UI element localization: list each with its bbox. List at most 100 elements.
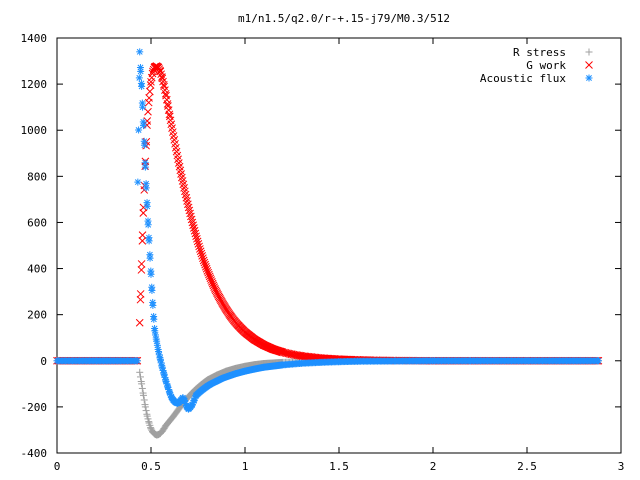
series-layer — [53, 48, 603, 439]
data-point — [143, 202, 151, 210]
series-0 — [53, 357, 602, 439]
data-point — [146, 254, 154, 262]
data-point — [140, 141, 148, 149]
data-point — [165, 110, 174, 119]
data-point — [156, 67, 165, 76]
legend-label: Acoustic flux — [480, 72, 566, 85]
data-point — [140, 396, 148, 404]
data-point — [137, 67, 145, 75]
legend-label: G work — [526, 59, 566, 72]
y-tick-label: 200 — [27, 309, 47, 322]
data-point — [198, 252, 206, 260]
data-point — [142, 407, 150, 415]
data-point — [161, 89, 170, 98]
chart-title: m1/n1.5/q2.0/r-+.15-j79/M0.3/512 — [238, 12, 450, 25]
legend-marker — [585, 61, 593, 69]
data-point — [138, 231, 147, 239]
data-point — [594, 357, 602, 365]
data-point — [144, 107, 152, 116]
data-point — [200, 258, 209, 267]
data-point — [197, 249, 206, 258]
y-tick-label: -400 — [21, 447, 48, 460]
data-point — [139, 122, 147, 130]
data-point — [137, 266, 146, 274]
data-point — [139, 391, 147, 399]
data-point — [144, 221, 152, 229]
data-point — [136, 48, 144, 56]
x-tick-label: 0 — [54, 460, 61, 473]
legend-marker — [585, 48, 593, 56]
x-tick-label: 0.5 — [141, 460, 161, 473]
data-point — [193, 237, 202, 246]
x-tick-label: 1 — [242, 460, 249, 473]
data-point — [196, 245, 204, 253]
data-point — [137, 260, 146, 268]
data-point — [190, 224, 198, 232]
data-point — [157, 359, 165, 367]
series-2 — [53, 48, 602, 413]
data-point — [199, 256, 208, 265]
data-point — [139, 103, 147, 111]
data-point — [192, 232, 200, 241]
data-point — [136, 295, 145, 304]
y-tick-label: 1000 — [21, 124, 48, 137]
data-point — [136, 368, 144, 376]
data-point — [145, 94, 153, 102]
data-point — [149, 301, 157, 309]
y-tick-label: 400 — [27, 263, 47, 276]
legend-label: R stress — [513, 46, 566, 59]
y-tick-label: 0 — [40, 355, 47, 368]
data-point — [141, 403, 149, 411]
data-point — [146, 87, 154, 96]
data-point — [185, 206, 194, 215]
data-point — [141, 163, 149, 171]
data-point — [202, 264, 211, 273]
x-tick-label: 2.5 — [517, 460, 537, 473]
data-point — [191, 229, 200, 238]
data-point — [158, 73, 166, 81]
data-point — [189, 221, 197, 230]
data-point — [187, 215, 196, 224]
data-point — [184, 203, 193, 212]
x-tick-label: 3 — [618, 460, 625, 473]
data-point — [135, 126, 143, 134]
data-point — [187, 212, 195, 221]
data-point — [150, 315, 158, 323]
data-point — [201, 260, 209, 269]
data-point — [190, 226, 199, 235]
data-point — [136, 373, 144, 381]
data-point — [134, 178, 142, 186]
axis-ticks: 0 0.5 1 1.5 2 2.5 3 -400 -200 0 200 400 600 800 1000 12… — [21, 32, 625, 473]
y-tick-label: -200 — [21, 401, 48, 414]
data-point — [163, 100, 172, 108]
data-point — [193, 234, 201, 243]
plot-frame — [56, 37, 622, 454]
data-point — [199, 254, 207, 263]
data-point — [135, 318, 144, 327]
data-point — [138, 82, 146, 90]
data-point — [202, 262, 210, 271]
data-point — [146, 81, 155, 89]
data-point — [138, 384, 146, 392]
data-point — [145, 237, 153, 245]
x-tick-label: 2 — [430, 460, 437, 473]
series-1 — [53, 62, 603, 365]
data-point — [159, 366, 167, 374]
data-point — [155, 65, 164, 73]
data-point — [133, 357, 141, 365]
y-tick-label: 800 — [27, 170, 47, 183]
data-point — [147, 270, 155, 278]
y-tick-label: 1400 — [21, 32, 48, 45]
data-point — [138, 380, 146, 388]
data-point — [142, 184, 150, 192]
data-point — [195, 242, 203, 251]
y-tick-label: 1200 — [21, 78, 48, 91]
data-point — [136, 290, 145, 298]
legend-marker — [585, 74, 593, 82]
data-point — [188, 218, 197, 227]
data-point — [135, 74, 143, 82]
data-point — [196, 247, 205, 256]
data-point — [138, 237, 147, 245]
